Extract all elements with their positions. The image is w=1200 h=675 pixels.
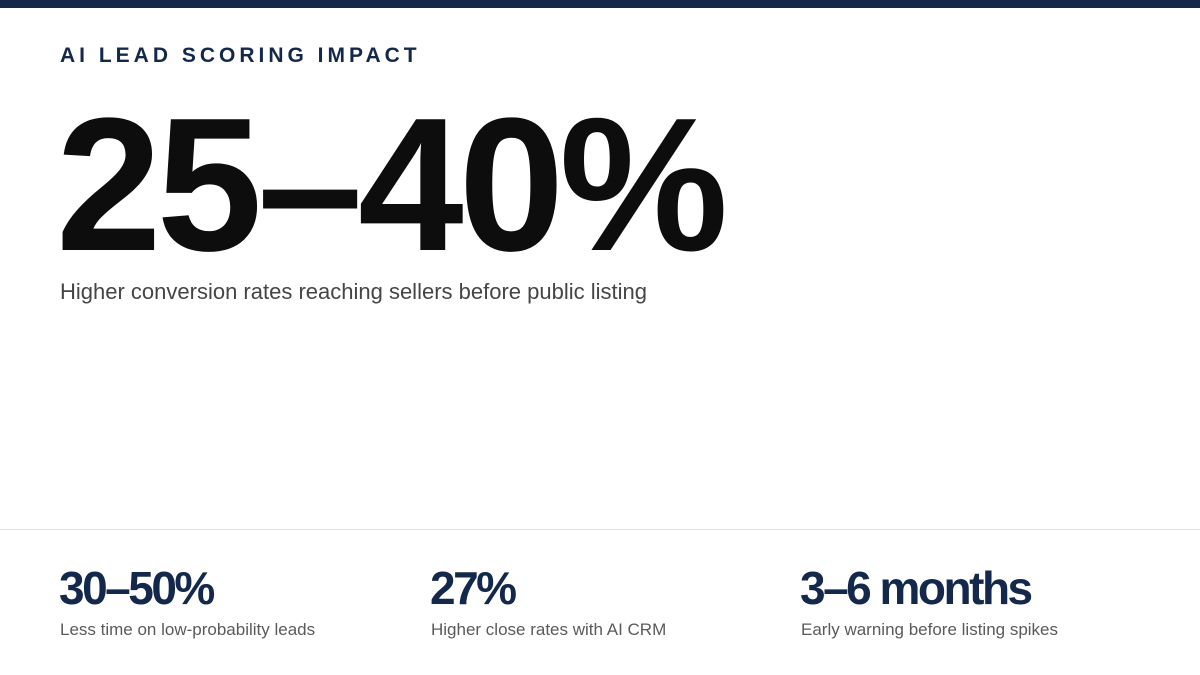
stat-label: Higher close rates with AI CRM: [431, 620, 666, 639]
top-bar: [0, 0, 1200, 8]
stat-value: 30–50%: [59, 562, 214, 614]
hero-stat: 25–40%: [56, 79, 723, 291]
stat-value: 3–6 months: [800, 562, 1032, 614]
eyebrow-title: AI LEAD SCORING IMPACT: [60, 44, 421, 67]
stat-label: Less time on low-probability leads: [60, 620, 315, 639]
stat-label: Early warning before listing spikes: [801, 620, 1058, 639]
hero-caption: Higher conversion rates reaching sellers…: [60, 279, 647, 304]
stat-value: 27%: [430, 562, 516, 614]
stats-row: 30–50% Less time on low-probability leads…: [59, 562, 1058, 639]
